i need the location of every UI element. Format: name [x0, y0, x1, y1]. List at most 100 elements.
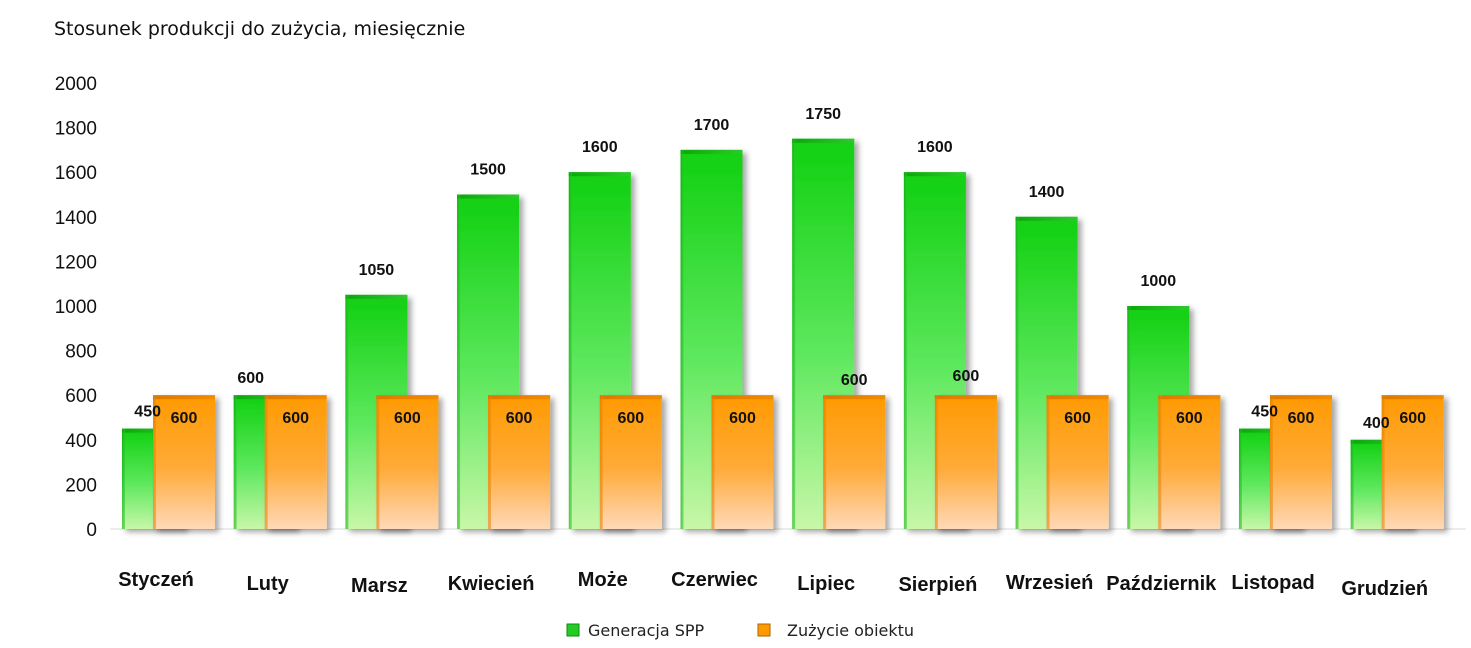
bar-generacja-edge [1239, 428, 1242, 529]
x-tick-label: Grudzień [1341, 578, 1428, 600]
bar-zuzycie [1046, 395, 1109, 529]
bar-generacja-edge [122, 428, 125, 529]
x-tick-label: Kwiecień [448, 573, 535, 595]
bar-generacja-cap [1015, 216, 1078, 221]
data-label-generacja: 600 [237, 370, 264, 387]
bar-zuzycie-body [153, 395, 215, 529]
bar-zuzycie-edge [934, 395, 938, 529]
data-label-generacja: 1400 [1029, 184, 1065, 201]
bar-zuzycie [711, 395, 774, 529]
bar-zuzycie-body [488, 395, 551, 529]
y-tick-label: 400 [65, 431, 97, 452]
bar-generacja-edge [792, 138, 796, 529]
x-tick-label: Czerwiec [671, 569, 758, 591]
legend-label-generacja: Generacja SPP [588, 621, 705, 640]
bar-zuzycie-cap [488, 395, 551, 400]
bar-zuzycie [934, 395, 997, 529]
chart-title: Stosunek produkcji do zużycia, miesięczn… [54, 18, 465, 40]
data-label-generacja: 1750 [805, 106, 841, 123]
data-label-zuzycie: 600 [617, 410, 644, 427]
bar-zuzycie-body [1158, 395, 1221, 529]
data-label-zuzycie: 600 [394, 410, 421, 427]
bar-generacja-cap [680, 149, 743, 154]
bar-zuzycie-cap [711, 395, 774, 400]
bar-zuzycie-cap [376, 395, 439, 400]
bar-generacja-cap [792, 138, 855, 143]
data-label-generacja: 400 [1363, 415, 1390, 432]
bar-zuzycie [153, 395, 215, 529]
bar-zuzycie-cap [153, 395, 215, 400]
y-tick-label: 1200 [55, 252, 97, 273]
bar-zuzycie [1381, 395, 1444, 529]
bar-zuzycie-edge [1046, 395, 1050, 529]
data-label-generacja: 1000 [1141, 273, 1177, 290]
y-tick-label: 800 [65, 342, 97, 363]
y-tick-label: 2000 [55, 74, 97, 95]
data-label-generacja: 1700 [694, 117, 730, 134]
bar-zuzycie-body [599, 395, 662, 529]
x-axis: Styczeń Luty Marsz Kwiecień Może Czerwiec Lipi… [118, 569, 1428, 600]
bar-zuzycie-edge [1270, 395, 1273, 529]
bar-zuzycie-edge [376, 395, 380, 529]
data-labels: 450 600 600 600 1050 600 1500 600 1600 600 1700 600… [134, 106, 1426, 432]
bar-zuzycie-edge [1381, 395, 1385, 529]
y-tick-label: 1600 [55, 163, 97, 184]
bar-zuzycie-body [711, 395, 774, 529]
data-label-generacja: 1500 [470, 162, 506, 179]
data-label-zuzycie: 600 [729, 410, 756, 427]
y-tick-label: 1800 [55, 119, 97, 140]
bar-generacja [457, 194, 520, 529]
bar-zuzycie-cap [1046, 395, 1109, 400]
x-tick-label: Październik [1106, 573, 1217, 595]
bar-zuzycie-cap [934, 395, 997, 400]
bar-generacja-cap [903, 172, 966, 177]
bar-zuzycie [264, 395, 327, 529]
bar-zuzycie-body [376, 395, 439, 529]
data-label-zuzycie: 600 [1288, 410, 1315, 427]
legend: Generacja SPP Zużycie obiektu [566, 621, 914, 640]
data-label-generacja: 450 [1251, 404, 1278, 421]
bar-zuzycie-edge [599, 395, 603, 529]
legend-item-zuzycie: Zużycie obiektu [757, 621, 914, 640]
bar-generacja-cap [457, 194, 520, 199]
bar-generacja-cap [568, 172, 631, 177]
data-label-zuzycie: 600 [841, 372, 868, 389]
bar-generacja-edge [457, 194, 461, 529]
data-label-zuzycie: 600 [1176, 410, 1203, 427]
data-label-zuzycie: 600 [506, 410, 533, 427]
data-label-zuzycie: 600 [1399, 410, 1426, 427]
x-tick-label: Może [578, 569, 628, 591]
legend-label-zuzycie: Zużycie obiektu [787, 621, 914, 640]
bar-generacja-edge [903, 172, 907, 529]
bar-generacja-edge [568, 172, 572, 529]
y-tick-label: 0 [86, 520, 97, 541]
bar-generacja-edge [345, 294, 349, 529]
bar-generacja-cap [1127, 306, 1190, 310]
y-tick-label: 1400 [55, 208, 97, 229]
bar-generacja-edge [233, 395, 237, 529]
bar-zuzycie-cap [823, 395, 886, 400]
legend-swatch-zuzycie [757, 623, 771, 637]
bars [122, 138, 1444, 530]
x-tick-label: Wrzesień [1006, 572, 1093, 594]
bar-generacja-edge [1015, 216, 1019, 530]
bar-zuzycie-body [1381, 395, 1444, 529]
x-tick-label: Luty [247, 573, 290, 595]
bar-zuzycie-cap [1270, 395, 1332, 400]
bar-generacja-edge [1350, 439, 1354, 529]
data-label-zuzycie: 600 [953, 368, 980, 385]
data-label-zuzycie: 600 [282, 410, 309, 427]
bar-zuzycie-edge [153, 395, 156, 529]
legend-item-generacja: Generacja SPP [566, 621, 705, 640]
bar-zuzycie-cap [1381, 395, 1444, 400]
y-axis: 0 200 400 600 800 1000 1200 1400 1600 1800 2000 [55, 74, 97, 541]
data-label-zuzycie: 600 [171, 410, 198, 427]
data-label-zuzycie: 600 [1064, 410, 1091, 427]
bar-zuzycie-cap [264, 395, 327, 400]
data-label-generacja: 1050 [359, 262, 395, 279]
bar-generacja-edge [680, 149, 684, 529]
bar-zuzycie-body [934, 395, 997, 529]
legend-swatch-generacja [566, 623, 580, 637]
